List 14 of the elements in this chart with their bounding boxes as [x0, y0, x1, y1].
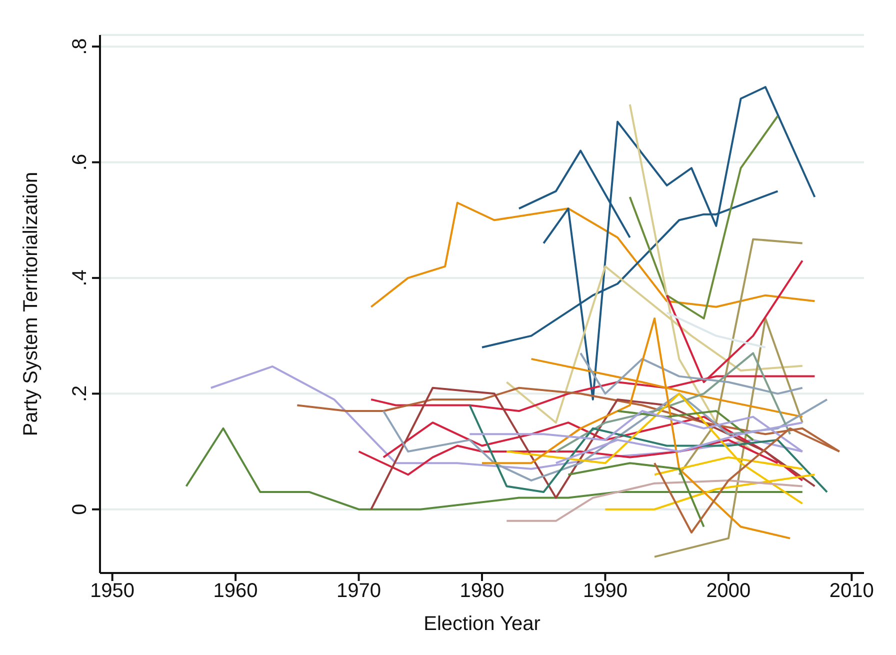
x-axis-title: Election Year [424, 613, 541, 635]
y-tick-label: 0 [69, 504, 91, 515]
x-tick-label: 1950 [90, 580, 135, 602]
y-tick-label: .6 [69, 154, 91, 171]
x-tick-label: 1990 [582, 580, 628, 602]
x-tick-label: 2010 [829, 580, 874, 602]
x-tick-label: 1970 [336, 580, 382, 602]
y-tick-label: .8 [69, 38, 91, 55]
x-tick-label: 1980 [460, 580, 504, 602]
x-tick-label: 1960 [213, 580, 258, 602]
y-axis-title: Party System Territorialization [20, 172, 42, 436]
y-tick-label: .4 [69, 270, 91, 286]
y-tick-label: .2 [69, 385, 91, 402]
x-tick-label: 2000 [706, 580, 751, 602]
